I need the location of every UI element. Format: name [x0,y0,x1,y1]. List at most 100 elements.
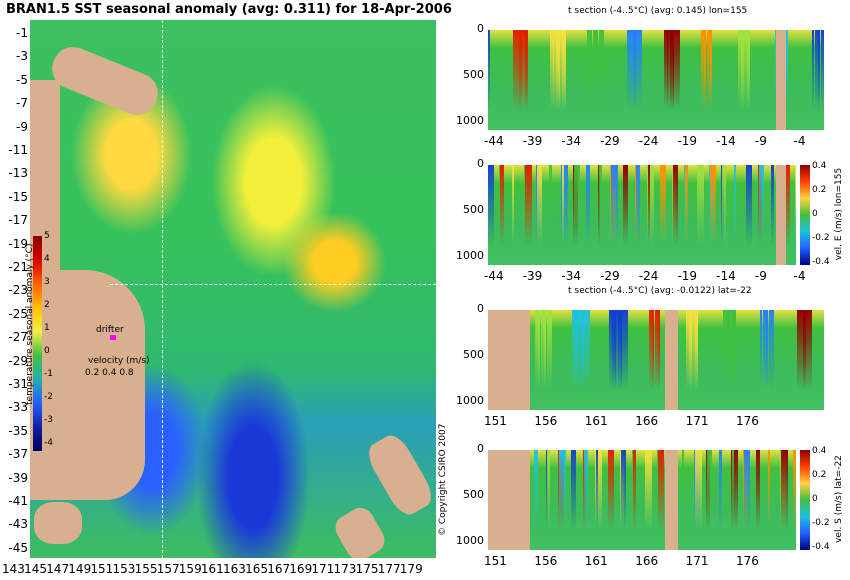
x-tick-label: -9 [754,269,767,283]
panel-colorbar [800,165,810,265]
section-stripe [658,450,664,550]
section-stripe [760,310,762,410]
land-mask [665,450,678,550]
x-tick-label: -4 [793,269,806,283]
section-stripe [697,165,704,265]
section-stripe [647,165,654,265]
drifter-label: drifter [96,325,124,335]
panel-colorbar-tick: 0.4 [812,446,827,456]
land-mask [776,165,786,265]
crosshair-horizontal [110,284,436,285]
section-stripe [685,165,688,265]
x-tick-label: -19 [677,269,698,283]
section-stripe [500,165,504,265]
lat-tick-label: -37 [8,447,28,462]
sst-anomaly-map[interactable]: drifter velocity (m/s) 0.2 0.4 0.8 [30,20,436,558]
lat-tick-label: -5 [16,72,28,87]
map-colorbar-tick: 3 [44,277,50,287]
velocity-legend-values: 0.2 0.4 0.8 [85,368,134,378]
x-tick-label: -19 [677,134,698,148]
y-tick-label: 0 [477,157,484,170]
section-stripe [549,165,552,265]
section-stripe [673,30,680,130]
land-mask [488,450,530,550]
lon-tick-label: 151 [90,562,114,576]
lat-tick-label: -25 [8,306,28,321]
lon-tick-label: 175 [355,562,379,576]
map-colorbar-tick: 4 [44,254,50,264]
section-stripe [648,165,650,265]
map-colorbar-tick: 0 [44,346,50,356]
lat-tick-label: -9 [16,119,28,134]
x-tick-label: 156 [534,554,558,568]
velocity-legend-label: velocity (m/s) [88,356,150,366]
x-tick-label: 161 [584,554,608,568]
lon-tick-label: 147 [46,562,70,576]
panel-title: t section (-4..5°C) (avg: -0.0122) lat=-… [568,286,752,296]
y-tick-label: 0 [477,442,484,455]
section-stripe [571,450,576,550]
section-stripe [636,30,642,130]
panel-colorbar-label: vel. S (m/s) lat=-22 [834,455,844,543]
y-tick-label: 1000 [456,114,484,127]
map-colorbar-tick: -4 [44,438,53,448]
section-stripe [769,310,774,410]
lon-tick-label: 149 [68,562,92,576]
section-stripe [707,450,712,550]
section-stripe [572,310,578,410]
section-stripe [559,450,566,550]
lat-tick-label: -11 [8,143,28,157]
map-colorbar-tick: -3 [44,415,53,425]
section-panel[interactable] [488,310,824,410]
section-stripe [574,165,580,265]
y-tick-label: 500 [463,68,484,81]
lat-tick-label: -35 [8,423,28,438]
lat-tick-label: -13 [8,166,28,181]
section-stripe [710,165,716,265]
section-stripe [707,30,712,130]
drifter-marker-icon[interactable] [110,335,116,340]
x-tick-label: 161 [584,414,608,428]
section-stripe [488,165,494,265]
y-tick-label: 1000 [456,249,484,262]
x-tick-label: -44 [484,134,504,148]
lon-tick-label: 165 [245,562,268,576]
x-tick-label: 151 [484,414,507,428]
lon-tick-label: 167 [267,562,291,576]
panel-colorbar-tick: -0.4 [812,542,830,552]
section-stripe [673,165,678,265]
x-tick-label: -4 [793,134,806,148]
section-stripe [621,310,628,410]
section-panel[interactable] [488,165,796,265]
section-stripe [516,30,522,130]
new-zealand-south-landmass [330,503,390,558]
section-stripe [797,310,800,410]
section-stripe [537,165,542,265]
x-tick-label: 166 [635,554,659,568]
land-mask [488,310,530,410]
section-stripe [815,30,820,130]
panel-colorbar-tick: -0.2 [812,518,830,528]
section-stripe [732,450,734,550]
section-stripe [795,165,796,265]
section-stripe [664,30,668,130]
panel-colorbar-tick: -0.2 [812,233,830,243]
australia-landmass [30,270,145,500]
section-panel[interactable] [488,30,824,130]
x-tick-label: -34 [561,134,581,148]
lat-tick-label: -19 [8,236,28,251]
section-stripe [744,450,750,550]
section-stripe [578,310,584,410]
lat-tick-label: -43 [8,517,28,532]
lon-tick-label: 157 [156,562,180,576]
y-tick-label: 500 [463,488,484,501]
section-panel[interactable] [488,450,796,550]
section-stripe [596,450,598,550]
x-tick-label: -24 [638,134,659,148]
x-tick-label: 171 [685,554,709,568]
x-tick-label: 166 [635,414,659,428]
section-stripe [756,450,760,550]
lon-tick-label: 169 [289,562,313,576]
section-stripe [623,165,628,265]
lat-tick-label: -21 [8,260,28,274]
